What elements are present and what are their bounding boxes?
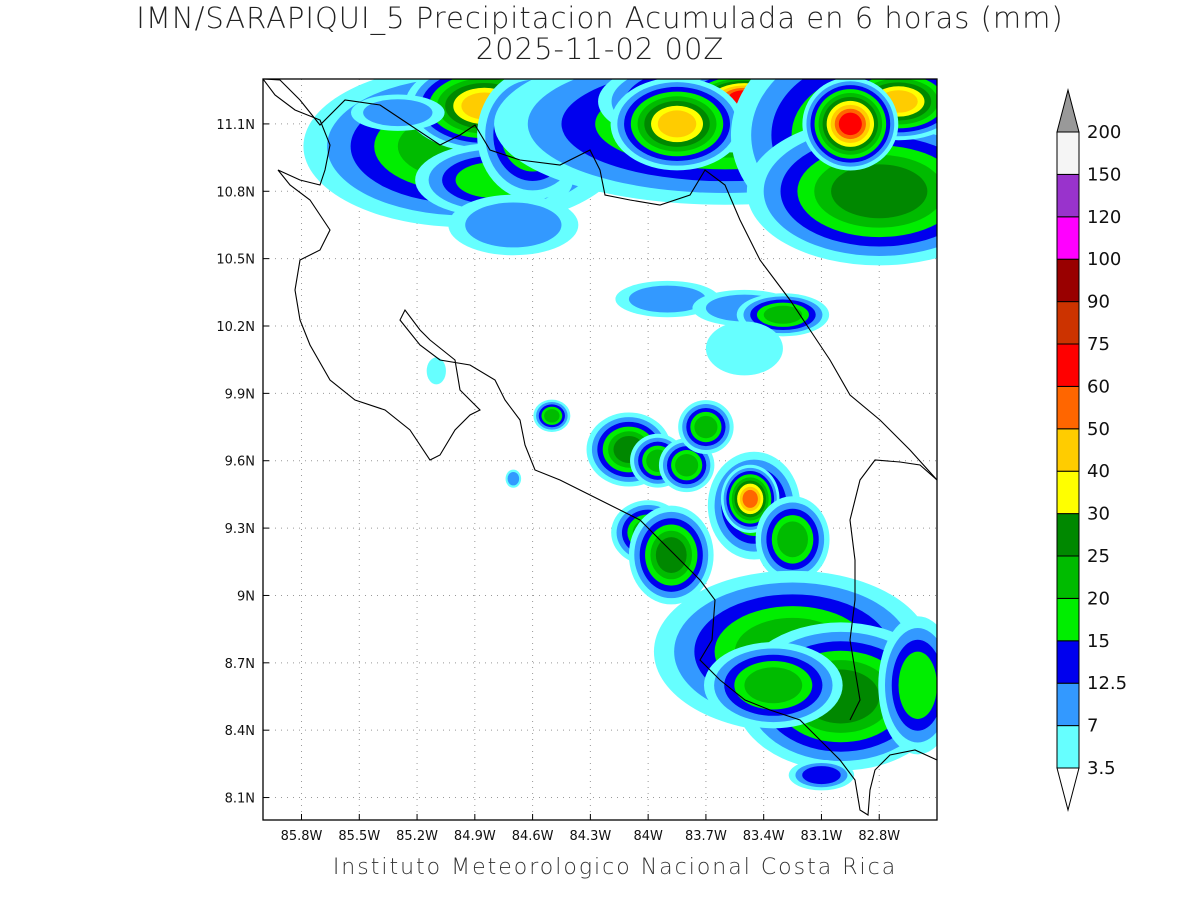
precip-contour	[465, 202, 562, 248]
colorbar-label: 20	[1087, 588, 1110, 609]
footer-credit: Instituto Meteorologico Nacional Costa R…	[332, 855, 898, 880]
colorbar-label: 75	[1087, 334, 1110, 355]
precip-contour	[744, 667, 803, 704]
x-tick-label: 83.4W	[743, 829, 785, 844]
y-tick-label: 10.5N	[216, 253, 255, 268]
precip-contour	[802, 766, 841, 785]
colorbar-label: 7	[1087, 716, 1098, 737]
precip-contour	[657, 110, 697, 138]
colorbar-label: 90	[1087, 292, 1110, 313]
y-tick-label: 10.8N	[216, 185, 255, 200]
colorbar-label: 60	[1087, 376, 1110, 397]
y-axis-ticks: 11.1N 10.8N 10.5N 10.2N 9.9N 9.6N 9.3N 9N 8.7N 8.…	[216, 118, 269, 807]
chart-title-line1: IMN/SARAPIQUI_5 Precipitacion Acumulada …	[136, 1, 1064, 35]
precip-contour	[742, 489, 758, 508]
precip-contour	[426, 357, 446, 385]
precip-contour	[763, 305, 803, 324]
x-tick-label: 84.9W	[454, 829, 496, 844]
colorbar-swatch	[1056, 513, 1080, 557]
colorbar-swatch	[1056, 597, 1080, 642]
colorbar-swatch	[1056, 640, 1080, 684]
x-tick-label: 85.2W	[396, 829, 438, 844]
nicaragua-lake-coast	[263, 79, 937, 481]
colorbar-swatch	[1056, 131, 1080, 175]
y-tick-label: 9.6N	[225, 455, 255, 470]
colorbar-label: 40	[1087, 461, 1110, 482]
y-tick-label: 8.4N	[225, 724, 255, 739]
colorbar-label: 30	[1087, 504, 1110, 525]
colorbar-swatch	[1056, 555, 1080, 599]
x-tick-label: 84.3W	[569, 829, 611, 844]
colorbar-swatch	[1056, 301, 1080, 345]
colorbar-label: 25	[1087, 546, 1110, 567]
precip-contour	[694, 415, 718, 439]
colorbar-label: 12.5	[1087, 673, 1127, 694]
colorbar-label: 150	[1087, 164, 1121, 185]
colorbar-label: 100	[1087, 249, 1121, 270]
colorbar-swatch	[1056, 216, 1080, 260]
x-tick-label: 82.8W	[858, 829, 900, 844]
y-tick-label: 8.7N	[225, 657, 255, 672]
x-axis-ticks: 85.8W 85.5W 85.2W 84.9W 84.6W 84.3W 84W 83.7W 83…	[281, 814, 900, 844]
pacific-coastline	[263, 79, 937, 816]
precip-contour	[838, 112, 862, 136]
precip-fields	[303, 79, 937, 791]
colorbar-swatch	[1056, 428, 1080, 472]
colorbar-label: 200	[1087, 122, 1121, 143]
colorbar-swatch	[1056, 385, 1080, 430]
y-tick-label: 9.3N	[225, 522, 255, 537]
chart-title-line2: 2025-11-02 00Z	[475, 32, 725, 66]
precip-contour	[705, 321, 783, 376]
y-tick-label: 9N	[237, 589, 255, 604]
colorbar-label: 50	[1087, 419, 1110, 440]
x-tick-label: 83.1W	[801, 829, 843, 844]
y-tick-label: 9.9N	[225, 387, 255, 402]
colorbar-label: 3.5	[1087, 758, 1116, 779]
precip-contour	[628, 285, 706, 313]
colorbar-swatch	[1056, 470, 1080, 515]
x-tick-label: 84W	[633, 829, 663, 844]
y-tick-label: 11.1N	[216, 118, 255, 133]
precip-contour	[544, 409, 560, 423]
precip-contour	[777, 521, 808, 558]
precip-contour	[831, 164, 928, 219]
x-tick-label: 85.5W	[338, 829, 380, 844]
colorbar: 3.5 7 12.5 15 20 25 30 40 50 60 75 90 100 120 150 200	[1056, 88, 1127, 812]
precip-contour	[898, 651, 937, 719]
colorbar-swatch	[1056, 343, 1080, 387]
coastline-and-borders	[263, 79, 937, 816]
colorbar-max-arrow	[1056, 88, 1080, 133]
precip-contour	[675, 453, 699, 477]
precip-contour	[655, 537, 687, 573]
precip-contour	[507, 471, 520, 486]
colorbar-swatch	[1056, 258, 1080, 303]
y-tick-label: 10.2N	[216, 320, 255, 335]
colorbar-swatch	[1056, 173, 1080, 218]
colorbar-label: 120	[1087, 207, 1121, 228]
colorbar-min-arrow	[1056, 767, 1080, 812]
y-tick-label: 8.1N	[225, 792, 255, 807]
colorbar-label: 15	[1087, 631, 1110, 652]
colorbar-swatch	[1056, 682, 1080, 727]
precip-contour	[363, 99, 433, 127]
colorbar-swatch	[1056, 725, 1080, 769]
x-tick-label: 85.8W	[281, 829, 323, 844]
map-frame	[262, 78, 938, 821]
x-tick-label: 84.6W	[512, 829, 554, 844]
panama-border	[849, 459, 937, 721]
x-tick-label: 83.7W	[685, 829, 727, 844]
